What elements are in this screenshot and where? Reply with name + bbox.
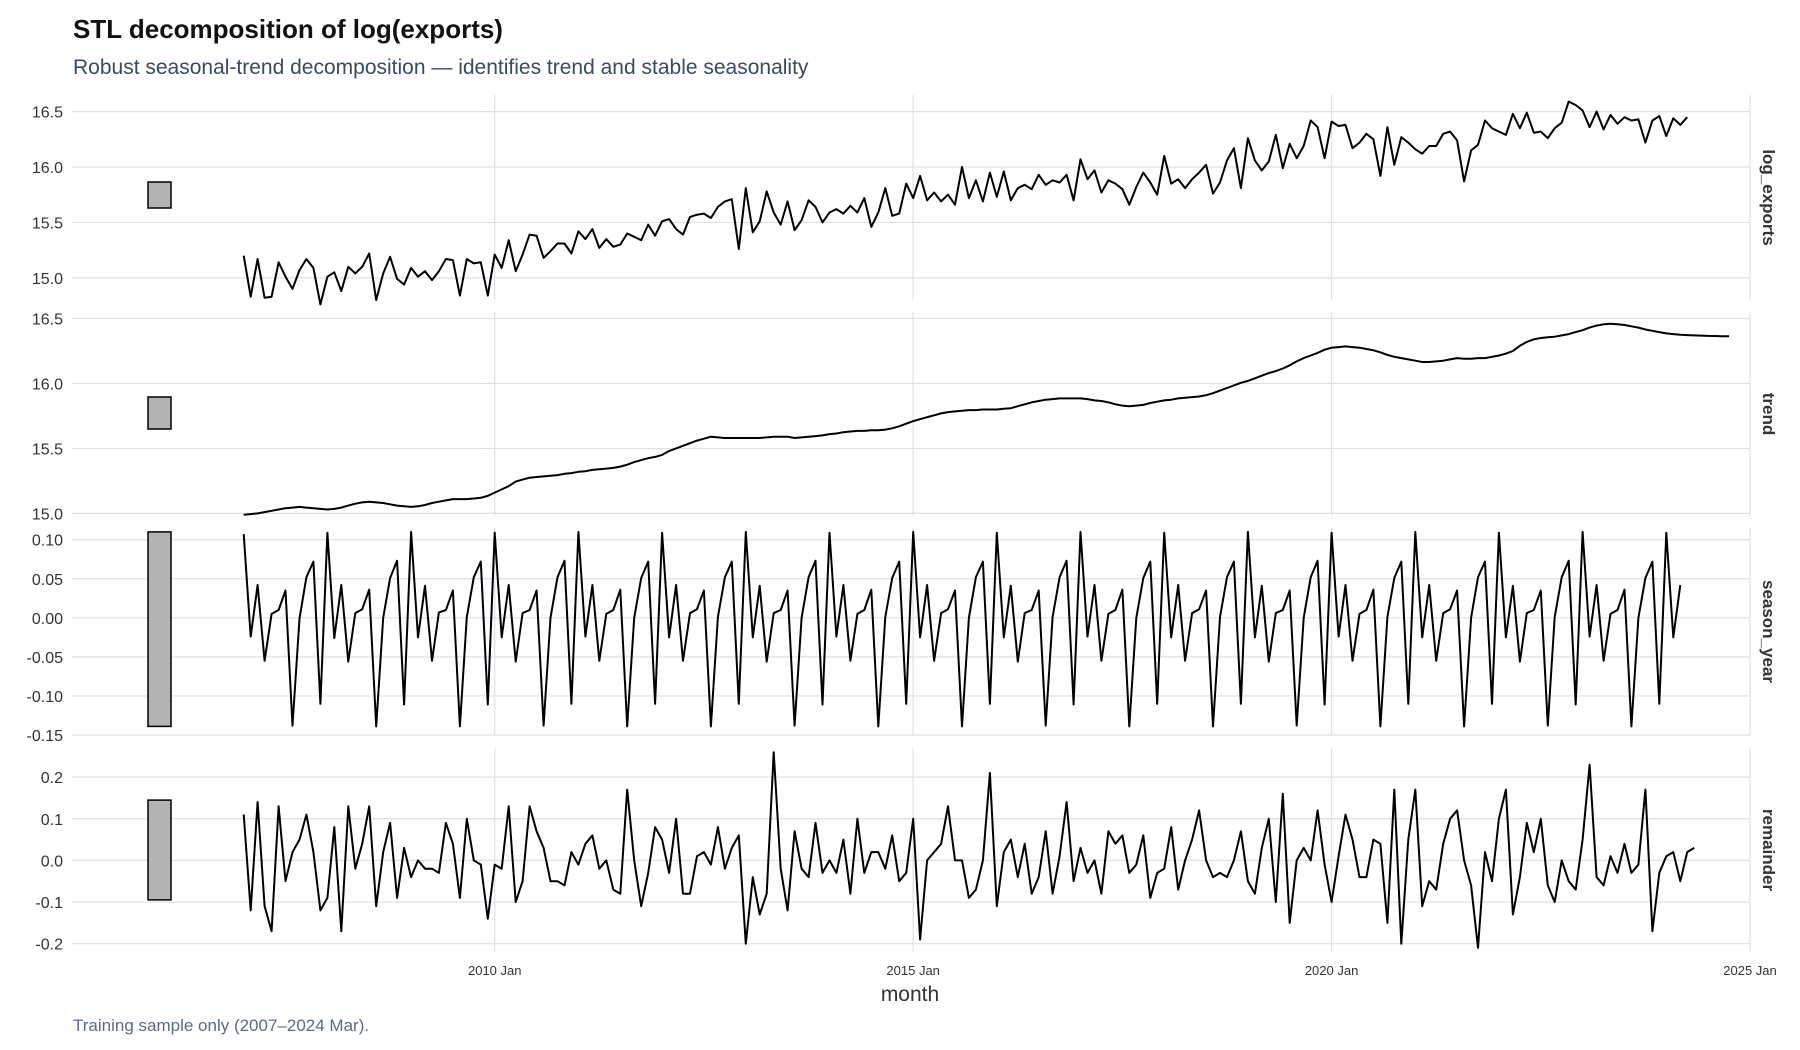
y-tick-label: 16.0 — [32, 160, 63, 177]
range-bar — [147, 531, 172, 728]
range-bar — [147, 396, 172, 430]
y-tick-label: 15.5 — [32, 215, 63, 232]
chart-subtitle: Robust seasonal-trend decomposition — id… — [73, 56, 809, 79]
y-tick-label: -0.10 — [27, 689, 64, 706]
y-tick-label: 16.5 — [32, 311, 63, 328]
panel-strip-label: trend — [1759, 393, 1778, 436]
y-tick-label: 16.0 — [32, 376, 63, 393]
range-bar — [147, 181, 172, 209]
series-line-trend — [243, 322, 1730, 516]
y-tick-label: 0.05 — [32, 572, 63, 589]
x-tick-label: 2020 Jan — [1305, 963, 1359, 978]
y-tick-label: -0.2 — [35, 937, 63, 954]
series-line-remainder — [242, 751, 1695, 949]
x-tick-label: 2015 Jan — [886, 963, 940, 978]
chart-caption: Training sample only (2007–2024 Mar). — [73, 1016, 370, 1035]
y-tick-label: 0.0 — [41, 853, 63, 870]
series-line-log_exports — [242, 100, 1688, 306]
y-tick-label: 15.0 — [32, 271, 63, 288]
panel-strip-label: season_year — [1759, 580, 1778, 683]
y-tick-label: 16.5 — [32, 105, 63, 122]
y-tick-label: 15.0 — [32, 506, 63, 523]
y-tick-label: 15.5 — [32, 441, 63, 458]
x-axis-title: month — [881, 983, 939, 1006]
y-tick-label: 0.10 — [32, 533, 63, 550]
y-tick-label: -0.05 — [27, 650, 64, 667]
x-tick-label: 2025 Jan — [1723, 963, 1777, 978]
y-tick-label: -0.15 — [27, 728, 64, 745]
series-line-season_year — [242, 530, 1682, 728]
range-bar — [147, 799, 172, 901]
panel-strip-label: remainder — [1759, 809, 1778, 892]
stl-decomposition-chart: 15.0 15.5 16.0 16.5 log_exports 15.0 15.5 16.0 1… — [27, 95, 1778, 1006]
y-tick-label: 0.1 — [41, 812, 63, 829]
x-tick-label: 2010 Jan — [468, 963, 522, 978]
y-tick-label: 0.00 — [32, 611, 63, 628]
y-tick-label: 0.2 — [41, 770, 63, 787]
panel-strip-label: log_exports — [1759, 149, 1778, 245]
y-tick-label: -0.1 — [35, 895, 63, 912]
chart-title: STL decomposition of log(exports) — [73, 14, 503, 44]
